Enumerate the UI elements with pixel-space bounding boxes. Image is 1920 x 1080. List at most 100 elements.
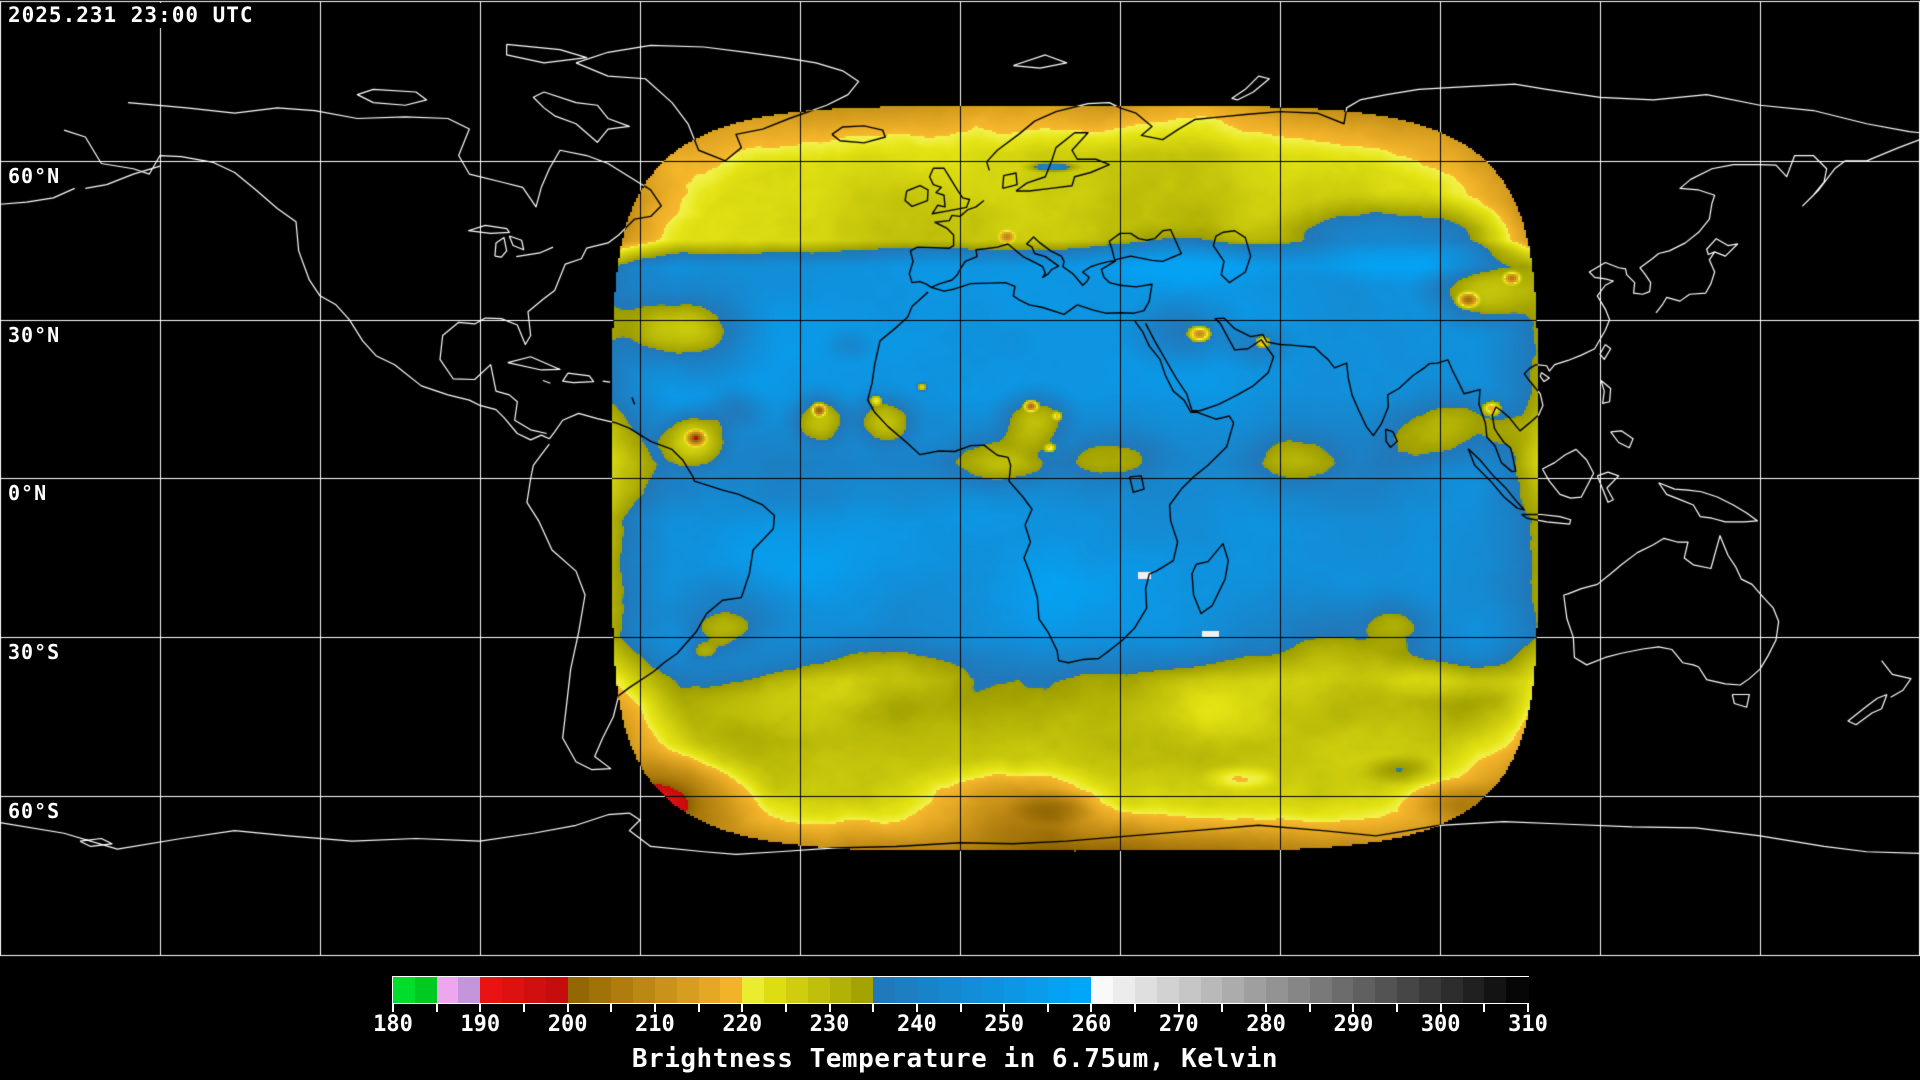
colorbar-tick-label: 270 [1158, 1012, 1199, 1037]
colorbar-cell [938, 977, 962, 1003]
colorbar-cell [807, 977, 831, 1003]
colorbar-cell [960, 977, 983, 1003]
colorbar-tick [1308, 1004, 1311, 1012]
colorbar-title: Brightness Temperature in 6.75um, Kelvin [631, 1044, 1279, 1074]
colorbar-tick [915, 1004, 918, 1012]
colorbar-cell [414, 977, 438, 1003]
colorbar-tick-label: 230 [809, 1012, 850, 1037]
colorbar-cell [480, 977, 503, 1003]
colorbar-tick-label: 290 [1333, 1012, 1374, 1037]
colorbar-cell [1244, 977, 1267, 1003]
colorbar-cell [502, 977, 525, 1003]
latitude-label: 30°N [7, 324, 64, 346]
colorbar-cell [1091, 977, 1114, 1003]
colorbar-cell [1222, 977, 1245, 1003]
colorbar-cell [1135, 977, 1158, 1003]
colorbar-cell [654, 977, 678, 1003]
colorbar-cell [1309, 977, 1333, 1003]
colorbar-tick [1134, 1004, 1137, 1012]
colorbar [393, 977, 1529, 1003]
colorbar-tick [1090, 1004, 1093, 1012]
timestamp-label: 2025.231 23:00 UTC [8, 3, 257, 29]
colorbar-cell [698, 977, 721, 1003]
colorbar-tick [1439, 1004, 1442, 1012]
colorbar-cell [458, 977, 481, 1003]
colorbar-tick [1177, 1004, 1180, 1012]
colorbar-tick [828, 1004, 831, 1012]
colorbar-tick-label: 210 [635, 1012, 675, 1037]
colorbar-cell [1047, 977, 1071, 1003]
colorbar-tick [1352, 1004, 1355, 1012]
colorbar-cell [1440, 977, 1464, 1003]
colorbar-tick [1221, 1004, 1224, 1012]
colorbar-tick [1527, 1004, 1529, 1012]
colorbar-cell [436, 977, 460, 1003]
colorbar-tick [522, 1004, 525, 1012]
colorbar-cell [1156, 977, 1180, 1003]
colorbar-tick-label: 200 [547, 1012, 588, 1037]
colorbar-cell [1462, 977, 1485, 1003]
latitude-label: 0°N [7, 482, 51, 504]
latitude-label: 30°S [7, 641, 64, 663]
colorbar-cell [873, 977, 896, 1003]
colorbar-cell [393, 977, 416, 1003]
colorbar-cell [1484, 977, 1507, 1003]
colorbar-cell [916, 977, 940, 1003]
colorbar-cell [1200, 977, 1224, 1003]
colorbar-cell [1266, 977, 1289, 1003]
colorbar-cell [742, 977, 765, 1003]
colorbar-tick [872, 1004, 875, 1012]
colorbar-cell [1418, 977, 1442, 1003]
colorbar-cell [1069, 977, 1093, 1003]
colorbar-tick-label: 260 [1071, 1012, 1112, 1037]
colorbar-tick-label: 310 [1508, 1012, 1548, 1037]
colorbar-tick [1046, 1004, 1049, 1012]
colorbar-cell [1375, 977, 1398, 1003]
colorbar-tick-label: 190 [460, 1012, 501, 1037]
colorbar-cell [633, 977, 656, 1003]
colorbar-cell [676, 977, 700, 1003]
colorbar-cell [764, 977, 787, 1003]
colorbar-cell [567, 977, 591, 1003]
colorbar-cell [895, 977, 918, 1003]
colorbar-cell [785, 977, 809, 1003]
colorbar-tick [697, 1004, 700, 1012]
colorbar-cell [1397, 977, 1420, 1003]
colorbar-tick-label: 280 [1246, 1012, 1286, 1037]
colorbar-tick [959, 1004, 962, 1012]
colorbar-tick [435, 1004, 438, 1012]
colorbar-cell [829, 977, 852, 1003]
colorbar-cell [1287, 977, 1311, 1003]
colorbar-tick [1396, 1004, 1399, 1012]
colorbar-tick [392, 1004, 394, 1012]
colorbar-cell [1113, 977, 1136, 1003]
colorbar-tick [479, 1004, 482, 1012]
colorbar-cell [1353, 977, 1376, 1003]
colorbar-cell [589, 977, 612, 1003]
colorbar-cell [523, 977, 547, 1003]
colorbar-tick [1003, 1004, 1006, 1012]
colorbar-cell [720, 977, 743, 1003]
colorbar-cell [1025, 977, 1049, 1003]
latitude-label: 60°N [7, 165, 64, 187]
colorbar-tick-label: 250 [984, 1012, 1025, 1037]
colorbar-cell [1331, 977, 1354, 1003]
colorbar-cell [1178, 977, 1202, 1003]
colorbar-cell [611, 977, 634, 1003]
colorbar-cell [851, 977, 874, 1003]
colorbar-tick [741, 1004, 744, 1012]
colorbar-tick [784, 1004, 787, 1012]
colorbar-tick [566, 1004, 569, 1012]
colorbar-cell [982, 977, 1005, 1003]
colorbar-cell [545, 977, 569, 1003]
colorbar-cell [1004, 977, 1027, 1003]
colorbar-cell [1506, 977, 1529, 1003]
colorbar-tick-label: 300 [1420, 1012, 1461, 1037]
colorbar-tick [653, 1004, 656, 1012]
colorbar-tick-label: 240 [896, 1012, 937, 1037]
colorbar-tick [1483, 1004, 1486, 1012]
colorbar-tick [610, 1004, 613, 1012]
colorbar-tick-label: 180 [373, 1012, 413, 1037]
